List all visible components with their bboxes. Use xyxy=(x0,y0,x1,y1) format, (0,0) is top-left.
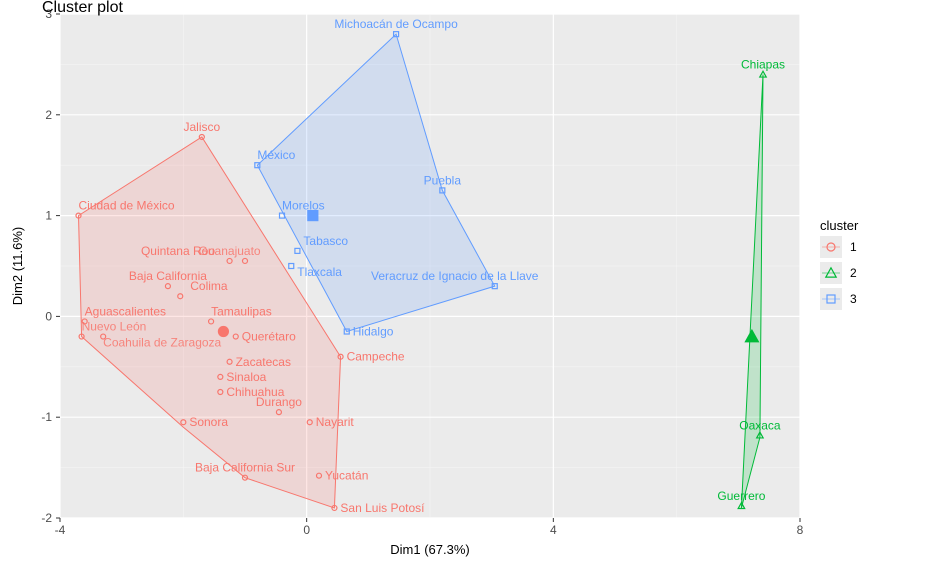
point-label: Tabasco xyxy=(303,234,348,248)
point: Zacatecas xyxy=(227,355,291,369)
point-label: Tamaulipas xyxy=(211,304,272,318)
chart-svg: Ciudad de MéxicoJaliscoBaja CaliforniaCo… xyxy=(0,0,943,563)
point: Yucatán xyxy=(317,469,369,483)
point-label: Chiapas xyxy=(741,57,785,71)
point-label: Coahuila de Zaragoza xyxy=(103,336,221,350)
cluster-plot: Ciudad de MéxicoJaliscoBaja CaliforniaCo… xyxy=(0,0,943,563)
point-label: Colima xyxy=(190,279,228,293)
legend-item-label: 2 xyxy=(850,266,857,280)
plot-title: Cluster plot xyxy=(42,0,123,16)
point-label: Aguascalientes xyxy=(85,304,166,318)
point-label: México xyxy=(257,148,295,162)
point-label: Puebla xyxy=(424,173,462,187)
legend-title: cluster xyxy=(820,218,859,233)
point-label: Hidalgo xyxy=(353,325,394,339)
point-label: Zacatecas xyxy=(236,355,291,369)
x-tick-label: 0 xyxy=(303,523,310,537)
point-label: Jalisco xyxy=(183,120,220,134)
x-axis-label: Dim1 (67.3%) xyxy=(390,542,469,557)
point-label: Campeche xyxy=(347,350,405,364)
point-label: Querétaro xyxy=(242,330,296,344)
point-label: Guerrero xyxy=(717,489,765,503)
legend-item-label: 1 xyxy=(850,240,857,254)
point-label: Oaxaca xyxy=(739,418,781,432)
centroid-3 xyxy=(308,211,318,221)
y-tick-label: 1 xyxy=(45,209,52,223)
point: Campeche xyxy=(338,350,405,364)
point: San Luis Potosí xyxy=(332,501,425,515)
point: Tlaxcala xyxy=(289,264,343,280)
point-label: Yucatán xyxy=(325,469,368,483)
legend-item-label: 3 xyxy=(850,292,857,306)
point: Coahuila de Zaragoza xyxy=(101,334,222,350)
point: Querétaro xyxy=(233,330,296,344)
point-label: Ciudad de México xyxy=(79,199,175,213)
y-tick-label: -1 xyxy=(41,410,52,424)
point-label: San Luis Potosí xyxy=(340,501,425,515)
point-label: Baja California Sur xyxy=(195,461,295,475)
point-label: Nayarit xyxy=(316,415,355,429)
x-tick-label: 8 xyxy=(797,523,804,537)
y-tick-label: 2 xyxy=(45,108,52,122)
y-axis-label: Dim2 (11.6%) xyxy=(10,227,25,306)
point-label: Veracruz de Ignacio de la Llave xyxy=(371,269,539,283)
y-tick-label: 0 xyxy=(45,309,52,323)
point-label: Sonora xyxy=(189,415,228,429)
point-label: Michoacán de Ocampo xyxy=(334,17,458,31)
point-label: Nuevo León xyxy=(82,320,147,334)
point-label: Durango xyxy=(256,395,302,409)
centroid-1 xyxy=(218,327,228,337)
point-label: Tlaxcala xyxy=(297,265,342,279)
point-label: Sinaloa xyxy=(226,370,266,384)
point-label: Quintana Roo xyxy=(141,244,215,258)
x-tick-label: -4 xyxy=(55,523,66,537)
x-tick-label: 4 xyxy=(550,523,557,537)
y-tick-label: -2 xyxy=(41,511,52,525)
